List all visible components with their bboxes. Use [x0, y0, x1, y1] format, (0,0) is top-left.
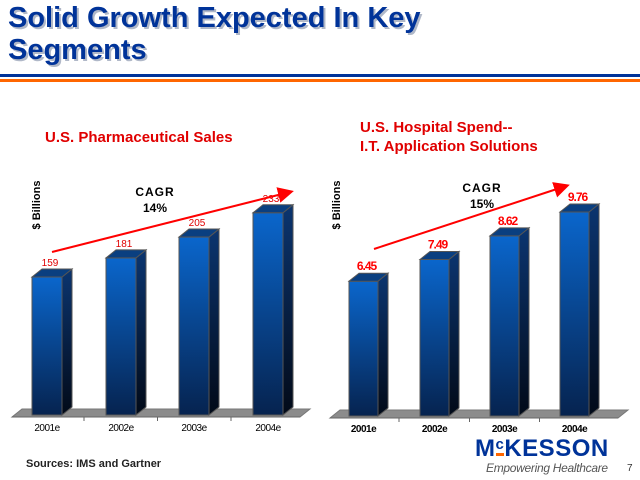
bar-front	[252, 212, 284, 416]
bar-front	[348, 280, 379, 417]
cagr-label: CAGR	[462, 181, 501, 195]
title-line-2: Segments	[8, 34, 147, 66]
bar-side	[448, 250, 460, 418]
y-axis-label: $ Billions	[331, 181, 343, 230]
bar-top	[177, 228, 221, 238]
cagr-arrow	[373, 182, 570, 250]
bar-front	[489, 235, 520, 417]
x-tick-label: 2003e	[492, 424, 518, 435]
data-label: 7.49	[428, 237, 449, 251]
bar-front	[178, 236, 210, 416]
x-tick-label: 2003e	[181, 423, 207, 434]
slide-title: Solid Growth Expected In Key Segments	[8, 2, 421, 66]
data-label: 9.76	[568, 190, 589, 204]
bar-top	[488, 227, 531, 237]
bar-side	[282, 203, 294, 417]
bar-top	[418, 250, 461, 260]
bar-front	[559, 211, 590, 417]
bar-side	[377, 272, 389, 418]
bar-top	[251, 204, 295, 214]
x-tick-label: 2001e	[34, 423, 60, 434]
right-chart-title-line-1: U.S. Hospital Spend--	[360, 119, 513, 136]
cagr-label: CAGR	[135, 185, 174, 199]
title-line-1: Solid Growth Expected In Key	[8, 2, 421, 34]
x-tick-label: 2002e	[108, 423, 134, 434]
x-tick-label: 2002e	[422, 424, 448, 435]
mckesson-logo: McKESSON	[475, 435, 609, 462]
divider-blue	[0, 74, 640, 77]
bar-top	[347, 272, 390, 282]
sources-note: Sources: IMS and Gartner	[26, 458, 162, 470]
bar-side	[61, 267, 73, 417]
bar-top	[30, 268, 74, 278]
bar-front	[31, 276, 63, 416]
data-label: 6.45	[357, 259, 378, 273]
bar-side	[588, 202, 600, 418]
data-label: 233	[263, 194, 280, 205]
tagline: Empowering Healthcare	[486, 461, 608, 475]
data-label: 181	[116, 239, 133, 250]
page-number: 7	[627, 463, 633, 474]
y-axis-label: $ Billions	[31, 181, 43, 230]
bar-side	[208, 228, 220, 417]
right-chart-title-line-2: I.T. Application Solutions	[360, 138, 538, 155]
cagr-value: 14%	[143, 201, 167, 215]
bar-side	[135, 248, 147, 417]
bar-front	[419, 258, 450, 417]
bar-top	[104, 249, 148, 259]
cagr-value: 15%	[470, 197, 494, 211]
left-chart-title: U.S. Pharmaceutical Sales	[45, 129, 233, 146]
cagr-arrow	[51, 187, 294, 253]
x-tick-label: 2004e	[562, 424, 588, 435]
x-tick-label: 2001e	[351, 424, 377, 435]
data-label: 159	[42, 258, 59, 269]
bar-top	[558, 203, 601, 213]
divider-orange	[0, 79, 640, 82]
x-tick-label: 2004e	[255, 423, 281, 434]
data-label: 205	[189, 218, 206, 229]
bar-side	[518, 226, 530, 418]
bar-front	[105, 257, 137, 416]
right-chart-title: U.S. Hospital Spend-- I.T. Application S…	[360, 118, 538, 156]
data-label: 8.62	[498, 214, 519, 228]
